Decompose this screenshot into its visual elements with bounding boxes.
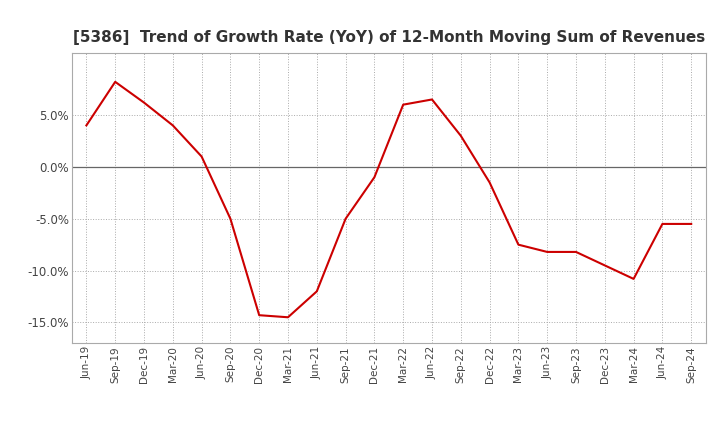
Title: [5386]  Trend of Growth Rate (YoY) of 12-Month Moving Sum of Revenues: [5386] Trend of Growth Rate (YoY) of 12-… — [73, 29, 705, 45]
